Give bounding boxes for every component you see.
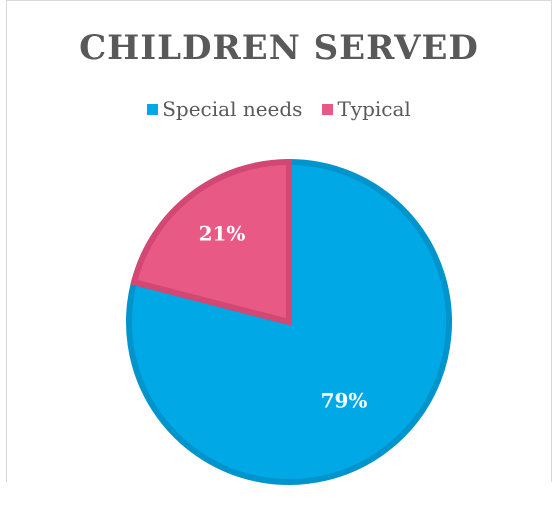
pie-slices xyxy=(126,158,452,485)
legend-item-special-needs: Special needs xyxy=(147,97,302,121)
legend-swatch-special-needs xyxy=(147,103,159,115)
data-label-typical: 21% xyxy=(199,222,246,246)
data-label-special-needs: 79% xyxy=(321,389,368,413)
legend-label-typical: Typical xyxy=(337,97,411,121)
legend-label-special-needs: Special needs xyxy=(162,97,303,121)
legend-swatch-typical xyxy=(322,103,334,115)
legend: Special needs Typical xyxy=(0,97,558,121)
chart-title: CHILDREN SERVED xyxy=(79,28,479,68)
pie-slice-typical xyxy=(130,158,292,326)
pie-data-labels: 79% 21% xyxy=(199,222,368,413)
legend-item-typical: Typical xyxy=(322,97,411,121)
